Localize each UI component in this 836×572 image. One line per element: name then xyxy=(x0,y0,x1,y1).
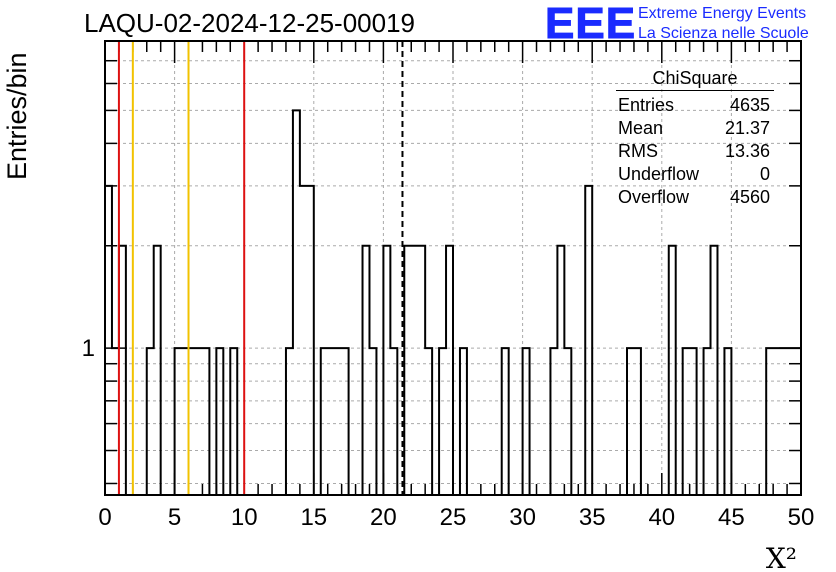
histogram-bin xyxy=(175,348,182,495)
histogram-bin xyxy=(383,246,390,495)
histogram-bin xyxy=(182,348,189,495)
histogram-bin xyxy=(704,348,711,495)
histogram-bin xyxy=(724,348,731,495)
stats-row-rms: RMS 13.36 xyxy=(610,140,780,163)
stats-row-entries: Entries 4635 xyxy=(610,94,780,117)
org-line-2: La Scienza nelle Scuole xyxy=(638,25,809,42)
x-tick-label: 50 xyxy=(788,504,815,531)
stats-value: 0 xyxy=(759,164,770,184)
histogram-bin xyxy=(502,348,509,495)
histogram-bin xyxy=(425,348,432,495)
histogram-bin xyxy=(439,348,446,495)
histogram-bin xyxy=(154,246,161,495)
chart-title: LAQU-02-2024-12-25-00019 xyxy=(84,8,415,38)
histogram-bin xyxy=(328,348,335,495)
x-tick-label: 45 xyxy=(718,504,745,531)
histogram-bin xyxy=(550,348,557,495)
histogram-bin xyxy=(766,348,773,495)
histogram-bin xyxy=(585,186,592,495)
histogram-bin xyxy=(293,110,300,495)
histogram-bin xyxy=(112,348,119,495)
stats-label: RMS xyxy=(618,141,658,161)
histogram-bin xyxy=(147,348,154,495)
stats-row-underflow: Underflow 0 xyxy=(610,163,780,186)
histogram-bin xyxy=(557,246,564,495)
stats-value: 4560 xyxy=(729,187,770,207)
histogram-bin xyxy=(773,348,780,495)
histogram-bin xyxy=(363,246,370,495)
histogram-bin xyxy=(794,348,801,495)
histogram-bin xyxy=(411,246,418,495)
histogram-bin xyxy=(390,348,397,495)
histogram-bin xyxy=(634,348,641,495)
histogram-bin xyxy=(711,246,718,495)
histogram-bin xyxy=(780,348,787,495)
histogram-bin xyxy=(404,246,411,495)
histogram-bin xyxy=(683,348,690,495)
histogram-bin xyxy=(564,348,571,495)
stats-row-overflow: Overflow 4560 xyxy=(610,186,780,209)
histogram-bin xyxy=(202,348,209,495)
histogram-bin xyxy=(523,348,530,495)
x-tick-label: 40 xyxy=(648,504,675,531)
x-tick-label: 10 xyxy=(231,504,258,531)
x-tick-label: 0 xyxy=(98,504,111,531)
histogram-bin xyxy=(300,186,307,495)
histogram-bin xyxy=(342,348,349,495)
x-tick-label: 15 xyxy=(300,504,327,531)
histogram-bin xyxy=(460,348,467,495)
histogram-bin xyxy=(195,348,202,495)
histogram-bin xyxy=(105,186,112,495)
histogram-bin xyxy=(369,348,376,495)
stats-header: ChiSquare xyxy=(616,68,774,91)
x-tick-label: 25 xyxy=(440,504,467,531)
stats-row-mean: Mean 21.37 xyxy=(610,117,780,140)
histogram-bin xyxy=(446,246,453,495)
histogram-bin xyxy=(307,186,314,495)
histogram-bin xyxy=(669,246,676,495)
stats-value: 4635 xyxy=(729,95,770,115)
histogram-bin xyxy=(335,348,342,495)
stats-label: Overflow xyxy=(618,187,690,207)
plot-frame xyxy=(104,40,802,496)
org-line-1: Extreme Energy Events xyxy=(638,5,807,22)
histogram-bin xyxy=(627,348,634,495)
histogram-bin xyxy=(787,348,794,495)
org-name: Extreme Energy Events La Scienza nelle S… xyxy=(638,4,809,44)
histogram-bin xyxy=(418,246,425,495)
stats-box: ChiSquare Entries 4635 Mean 21.37 RMS 13.36… xyxy=(610,68,780,209)
histogram-bin xyxy=(690,348,697,495)
histogram-bin xyxy=(321,348,328,495)
histogram-bin xyxy=(189,348,196,495)
stats-label: Underflow xyxy=(618,164,700,184)
histogram-bin xyxy=(216,348,223,495)
histogram-bin xyxy=(286,348,293,495)
stats-value: 13.36 xyxy=(724,141,770,161)
histogram-bin xyxy=(230,348,237,495)
stats-label: Entries xyxy=(618,95,675,115)
stats-label: Mean xyxy=(618,118,664,138)
x-axis-label: X² xyxy=(766,542,797,572)
x-tick-label: 20 xyxy=(370,504,397,531)
stats-value: 21.37 xyxy=(724,118,770,138)
x-tick-label: 30 xyxy=(509,504,536,531)
x-tick-label: 5 xyxy=(168,504,181,531)
histogram-bin xyxy=(119,246,126,495)
x-tick-label: 35 xyxy=(579,504,606,531)
y-tick-label: 1 xyxy=(82,335,95,362)
